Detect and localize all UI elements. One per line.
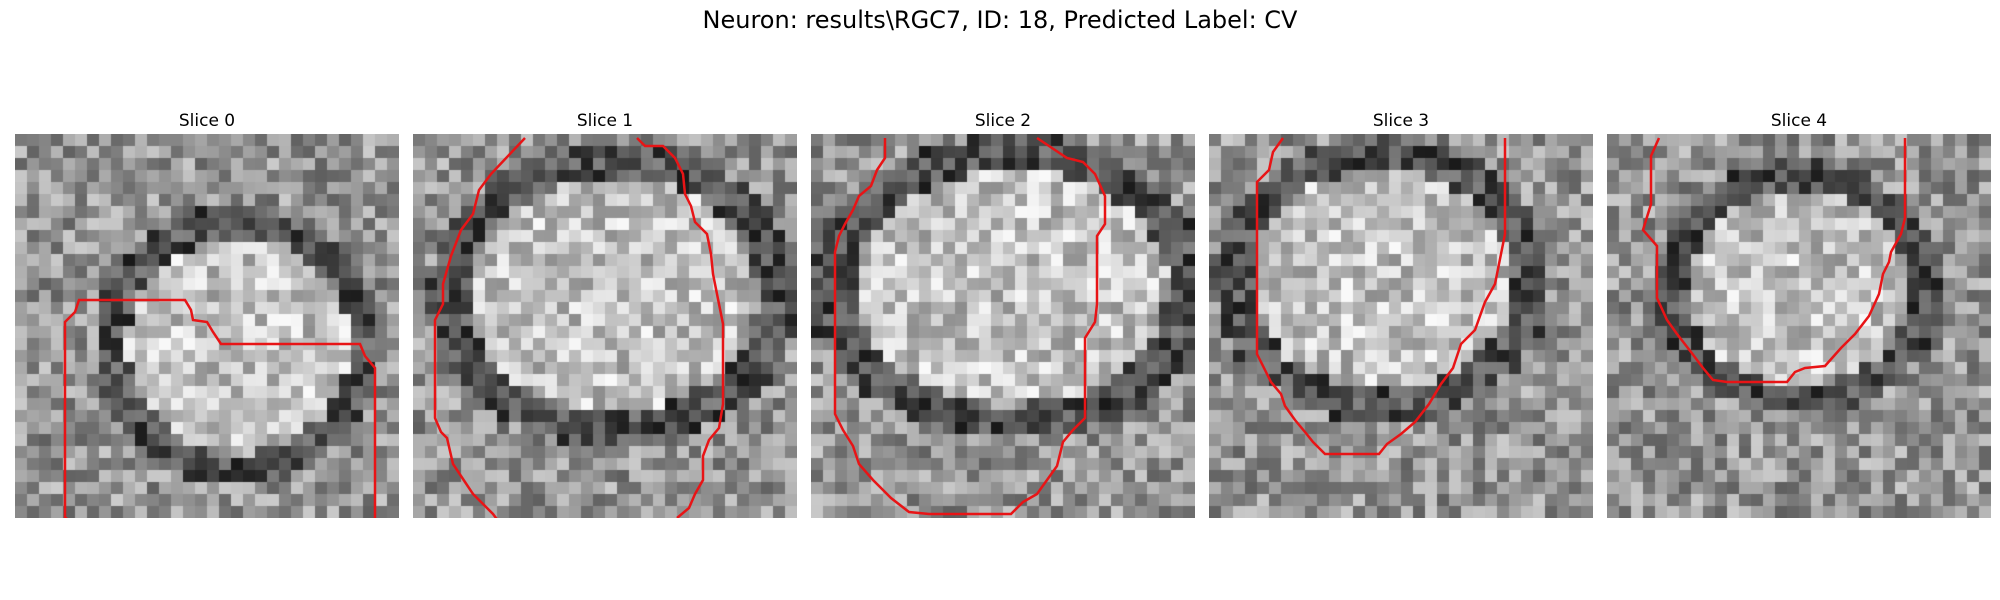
- slice-image-3: [1209, 134, 1593, 518]
- slice-grayscale-3: [1209, 134, 1593, 518]
- slice-grayscale-0: [15, 134, 399, 518]
- slice-contour-2: [833, 136, 1107, 516]
- slice-grayscale-2: [811, 134, 1195, 518]
- slice-contour-4: [1641, 137, 1907, 384]
- slice-panel-4: Slice 4: [1607, 110, 1991, 518]
- slice-contour-1: [433, 137, 725, 518]
- slice-title-3: Slice 3: [1372, 111, 1430, 131]
- slice-title-2: Slice 2: [974, 111, 1032, 131]
- slice-contour-0: [63, 298, 377, 518]
- slice-panel-3: Slice 3: [1209, 110, 1593, 518]
- slice-panel-0: Slice 0: [15, 110, 399, 518]
- slice-title-0: Slice 0: [178, 111, 236, 131]
- figure-title: Neuron: results\RGC7, ID: 18, Predicted …: [702, 6, 1298, 34]
- slice-image-2: [811, 134, 1195, 518]
- slice-image-4: [1607, 134, 1991, 518]
- slice-title-4: Slice 4: [1770, 111, 1828, 131]
- slice-panel-1: Slice 1: [413, 110, 797, 518]
- slice-panel-2: Slice 2: [811, 110, 1195, 518]
- slice-image-1: [413, 134, 797, 518]
- slice-image-0: [15, 134, 399, 518]
- slice-contour-3: [1255, 137, 1507, 456]
- slice-title-1: Slice 1: [576, 111, 634, 131]
